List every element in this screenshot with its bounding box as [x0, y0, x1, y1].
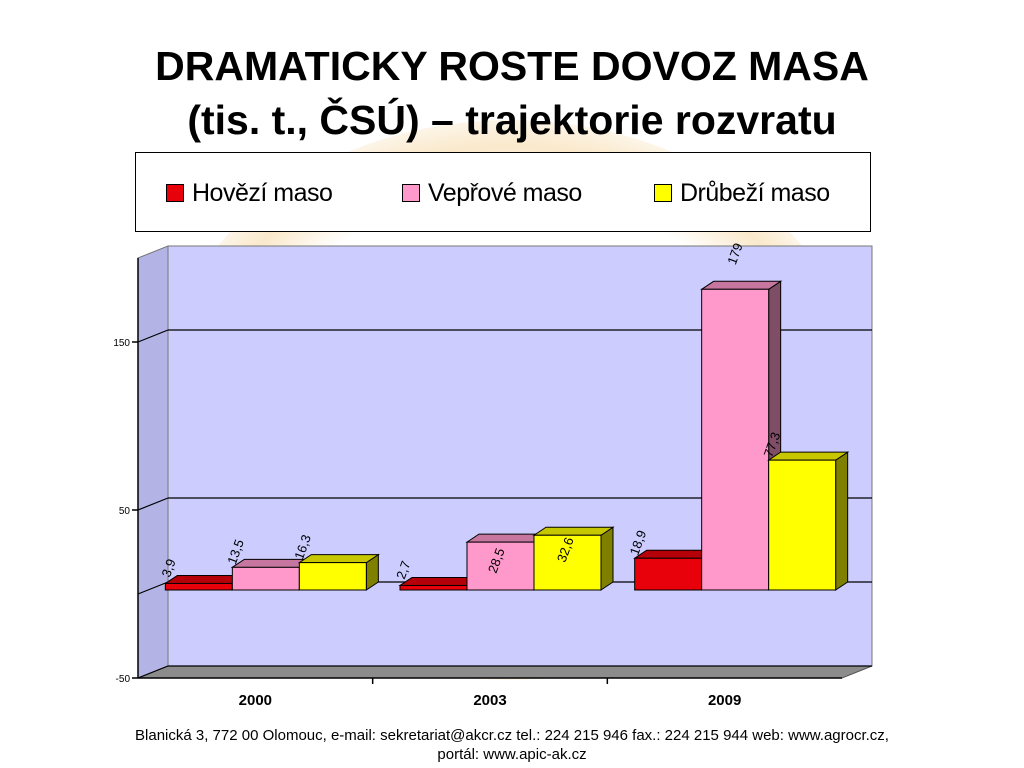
x-tick-label-1: 2003: [473, 692, 506, 709]
bar-0-2: [298, 562, 367, 591]
data-label-0-0: 3,9: [158, 557, 178, 579]
y-tick-label-1: 50: [119, 506, 131, 517]
x-tick-label-2: 2009: [708, 692, 741, 709]
legend-label-veprove: Vepřové maso: [428, 178, 582, 207]
chart-legend: Hovězí maso Vepřové maso Drůbeží maso: [135, 152, 871, 232]
slide-title: DRAMATICKY ROSTE DOVOZ MASA: [155, 43, 869, 89]
data-label-1-0: 2,7: [393, 559, 413, 581]
side-wall: [137, 245, 169, 679]
y-tick-label-0: -50: [116, 674, 131, 685]
bar-1-0: [399, 584, 468, 591]
bar-top-2-1: [700, 280, 783, 290]
gridline-side-2: [137, 329, 169, 343]
y-tick-label-2: 150: [113, 338, 130, 349]
bar-2-0: [634, 557, 703, 591]
x-tick-label-0: 2000: [239, 692, 272, 709]
bar-1-2: [533, 534, 602, 591]
bar-0-1: [231, 566, 300, 591]
data-label-2-1: 179: [724, 241, 746, 267]
legend-swatch-hovezi: [166, 184, 184, 202]
legend-item-hovezi: Hovězí maso: [166, 178, 333, 207]
bar-side-1-2: [600, 526, 614, 591]
legend-swatch-drubezi: [654, 184, 672, 202]
bar-0-0: [164, 582, 233, 591]
bar-top-1-2: [532, 526, 615, 536]
bar-side-2-2: [835, 451, 849, 591]
bar-top-0-2: [297, 554, 380, 564]
legend-label-hovezi: Hovězí maso: [192, 178, 333, 207]
legend-item-drubezi: Drůbeží maso: [654, 179, 830, 207]
slide-subtitle: (tis. t., ČSÚ) – trajektorie rozvratu: [187, 97, 837, 143]
legend-item-veprove: Vepřové maso: [402, 179, 582, 207]
floor: [137, 665, 873, 679]
footer-portal: portál: www.apic-ak.cz: [437, 746, 587, 763]
bar-2-2: [768, 459, 837, 591]
zero-line-side: [137, 581, 169, 595]
bar-top-2-2: [767, 451, 850, 461]
legend-label-drubezi: Drůbeží maso: [680, 178, 830, 207]
footer-contact: Blanická 3, 772 00 Olomouc, e-mail: sekr…: [135, 727, 889, 744]
gridline-side-0: [137, 665, 169, 679]
bar-2-1: [701, 288, 770, 591]
legend-swatch-veprove: [402, 184, 420, 202]
gridline-side-1: [137, 497, 169, 511]
